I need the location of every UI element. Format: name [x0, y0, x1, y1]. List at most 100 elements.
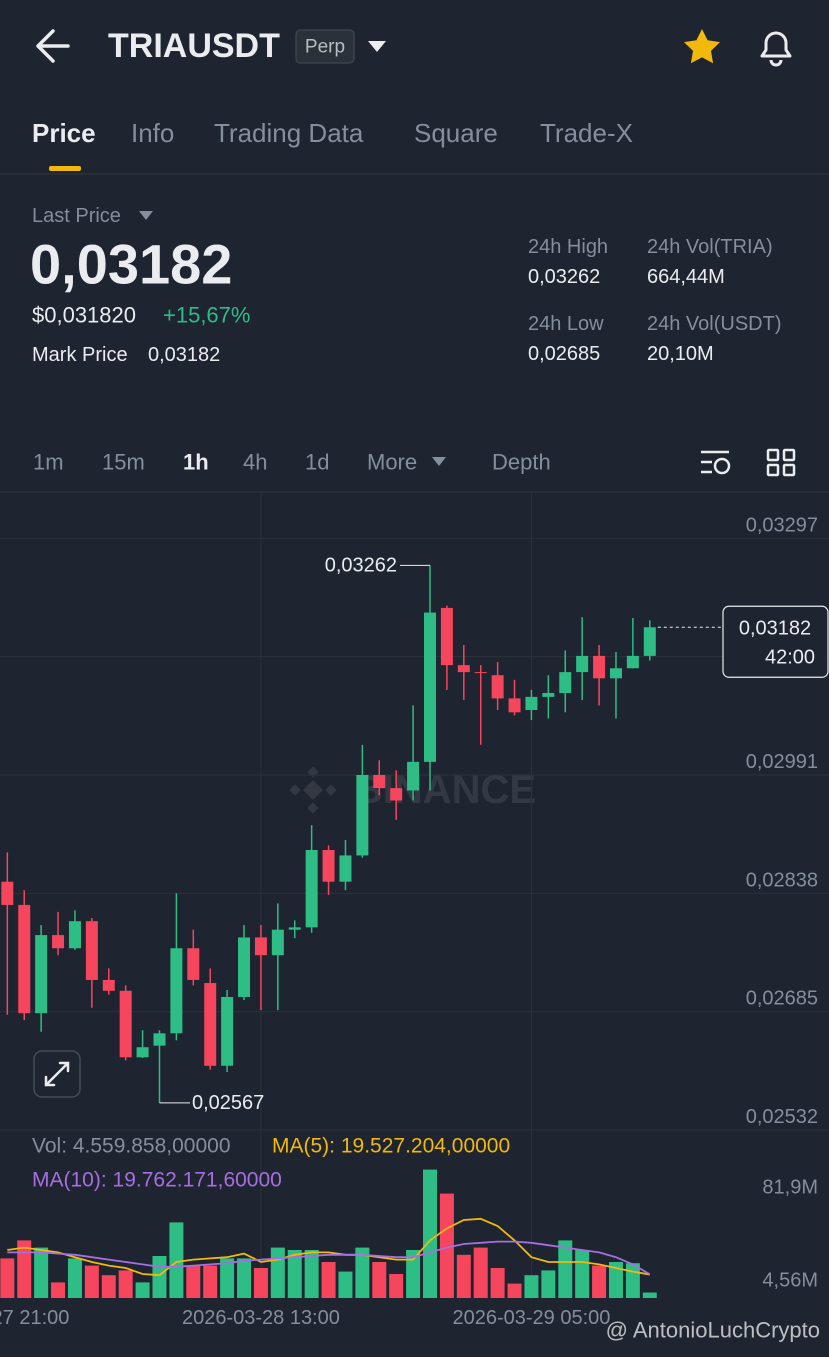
volume-bar — [287, 1250, 302, 1298]
volume-bar — [34, 1247, 49, 1298]
candle-body — [491, 675, 504, 699]
candle-body — [356, 774, 369, 856]
tab[interactable]: Trade-X — [540, 118, 633, 148]
indicator-settings[interactable] — [701, 450, 731, 475]
candle-body — [542, 693, 555, 697]
last-price-dropdown[interactable] — [139, 211, 153, 220]
candle-body — [593, 655, 606, 679]
tab-indicator — [49, 166, 81, 171]
tab[interactable]: Info — [131, 118, 174, 148]
volume-bar — [67, 1258, 82, 1298]
candle-body — [254, 937, 267, 956]
tab[interactable]: Price — [32, 118, 96, 148]
x-tick-label: 2026-03-27 21:00 — [0, 1307, 69, 1329]
expand-button[interactable] — [33, 1050, 81, 1098]
candle-body — [119, 990, 132, 1058]
volume-bar — [169, 1222, 184, 1298]
volume-bar — [118, 1270, 133, 1298]
candle-body — [170, 948, 183, 1034]
candle-body — [559, 672, 572, 694]
candle-body — [35, 935, 48, 1014]
candle-body — [288, 927, 301, 930]
x-axis: 2026-03-27 21:00 2026-03-28 13:00 2026-03-… — [0, 1307, 610, 1329]
annotations: 0,03262 0,02567 0,03182 42:00 — [159, 554, 829, 1114]
interval[interactable]: More — [367, 450, 417, 475]
volume-bar — [439, 1193, 454, 1298]
candle-body — [238, 937, 251, 997]
volume-bar — [203, 1265, 218, 1298]
more-dropdown[interactable] — [432, 457, 446, 466]
interval[interactable]: 4h — [243, 450, 267, 475]
last-price-label: 0,03182 — [739, 617, 811, 639]
candle-body — [85, 921, 98, 980]
volume-bar — [253, 1268, 268, 1298]
credit-watermark: @ AntonioLuchCrypto — [606, 1318, 820, 1343]
candle-body — [68, 921, 81, 949]
candle-body — [102, 979, 115, 991]
volume-bar — [152, 1256, 167, 1298]
volume-bar — [84, 1265, 99, 1298]
y-tick-label: 0,02991 — [746, 751, 818, 773]
candle-body — [153, 1033, 166, 1046]
x-tick-label: 2026-03-28 13:00 — [182, 1307, 340, 1329]
ma5-line — [7, 1217, 650, 1277]
candle-body — [1, 881, 14, 905]
interval[interactable]: 1h — [183, 450, 209, 475]
volume-legend: Vol: 4.559.858,00000 — [32, 1135, 231, 1158]
volume-bar — [372, 1262, 387, 1298]
interval[interactable]: 1d — [305, 450, 329, 475]
volume-bar — [321, 1262, 336, 1298]
y-tick-label: 0,02685 — [746, 988, 818, 1010]
volume-panel: 81,9M 4,56M — [0, 1169, 818, 1298]
stat-value: 20,10M — [647, 343, 714, 365]
stat-label: 24h Vol(USDT) — [647, 313, 782, 335]
x-tick-label: 2026-03-29 05:00 — [452, 1307, 610, 1329]
stat-value: 0,02685 — [528, 343, 600, 365]
ma10-line — [7, 1240, 651, 1276]
stat-value: 664,44M — [647, 266, 725, 288]
candle-body — [457, 665, 470, 673]
volume-bar — [524, 1275, 539, 1298]
candle-body — [390, 788, 403, 801]
y-tick-label: 0,02838 — [746, 869, 818, 891]
countdown: 42:00 — [765, 646, 815, 668]
volume-bar — [135, 1282, 150, 1298]
interval[interactable]: Depth — [492, 450, 551, 475]
volume-bar — [186, 1265, 201, 1298]
badge: Perp — [305, 37, 345, 58]
volume-bar — [17, 1240, 32, 1298]
candle-body — [271, 929, 284, 956]
back-button[interactable] — [36, 29, 70, 63]
candle-body — [626, 655, 639, 669]
interval[interactable]: 1m — [33, 450, 64, 475]
mark-price-label: Mark Price — [32, 344, 128, 366]
candle-body — [440, 607, 453, 666]
tab[interactable]: Trading Data — [214, 118, 364, 148]
volume-bar — [541, 1270, 556, 1298]
ma5-legend: MA(5): 19.527.204,00000 — [272, 1135, 510, 1158]
candle-body — [322, 850, 335, 882]
candle-body — [221, 996, 234, 1066]
candle-body — [18, 904, 31, 1014]
badge-box — [295, 29, 355, 64]
symbol-dropdown[interactable] — [368, 41, 386, 52]
tab[interactable]: Square — [414, 118, 498, 148]
stat-label: 24h Low — [528, 313, 604, 335]
volume-bar — [575, 1250, 590, 1298]
favorite-star[interactable] — [684, 29, 720, 64]
layout-toggle[interactable] — [766, 448, 796, 477]
low-marker-label: 0,02567 — [192, 1092, 264, 1114]
y-tick-label: 0,03297 — [746, 514, 818, 536]
ma10-legend: MA(10): 19.762.171,60000 — [32, 1169, 282, 1192]
candle-body — [373, 774, 386, 789]
volume-bar — [355, 1247, 370, 1298]
last-price-label: Last Price — [32, 205, 121, 227]
volume-tick-label: 4,56M — [762, 1270, 818, 1292]
notification-bell[interactable] — [760, 31, 792, 67]
volume-bar — [406, 1250, 421, 1298]
usd-price: $0,031820 — [32, 303, 136, 328]
interval[interactable]: 15m — [102, 450, 145, 475]
volume-bar — [456, 1254, 471, 1298]
volume-bar — [270, 1247, 285, 1298]
